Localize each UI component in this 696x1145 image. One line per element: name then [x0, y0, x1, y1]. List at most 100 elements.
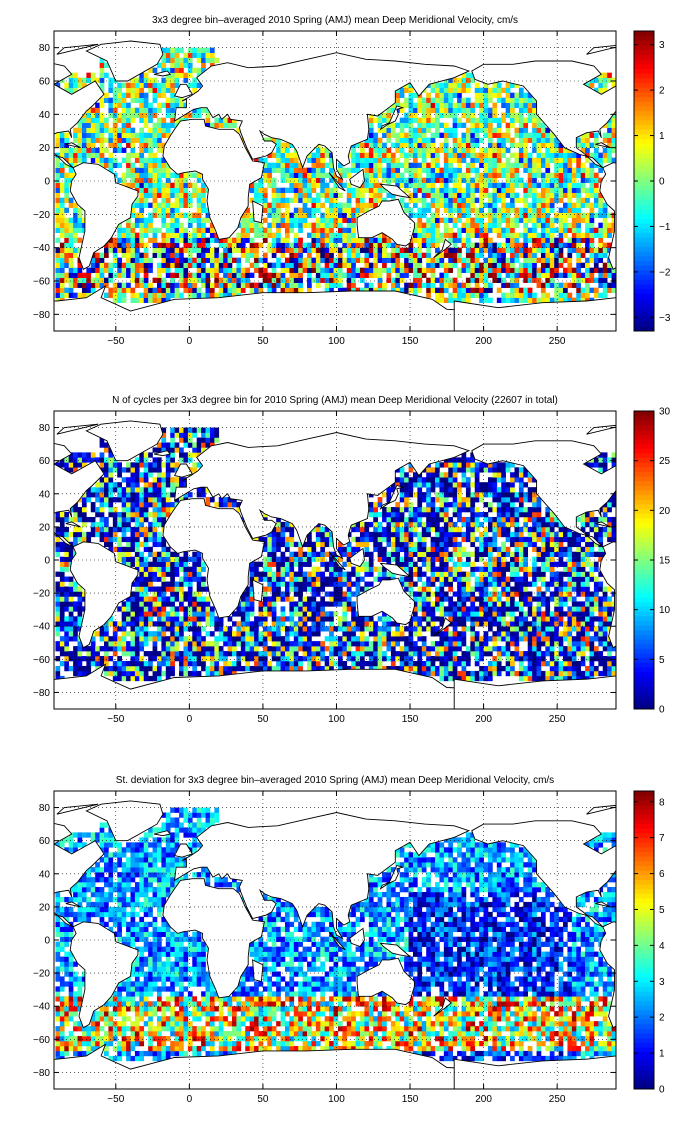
heatmap-cell: [188, 258, 193, 263]
heatmap-cell: [82, 273, 87, 278]
heatmap-cell: [267, 163, 272, 168]
heatmap-cell: [192, 283, 197, 288]
heatmap-cell: [201, 48, 206, 53]
heatmap-cell: [153, 591, 158, 596]
heatmap-cell: [219, 278, 224, 283]
heatmap-cell: [91, 492, 96, 497]
heatmap-cell: [73, 78, 78, 83]
heatmap-cell: [117, 88, 122, 93]
heatmap-cell: [166, 263, 171, 268]
heatmap-cell: [563, 223, 568, 228]
heatmap-cell: [144, 268, 149, 273]
heatmap-cell: [131, 671, 136, 676]
heatmap-cell: [144, 173, 149, 178]
heatmap-cell: [259, 641, 264, 646]
heatmap-cell: [259, 288, 264, 293]
heatmap-cell: [201, 188, 206, 193]
heatmap-cell: [139, 532, 144, 537]
heatmap-cell: [281, 283, 286, 288]
heatmap-cell: [170, 606, 175, 611]
heatmap-cell: [236, 651, 241, 656]
heatmap-cell: [153, 138, 158, 143]
heatmap-cell: [73, 586, 78, 591]
heatmap-cell: [426, 153, 431, 158]
heatmap-cell: [289, 158, 294, 163]
heatmap-cell: [448, 268, 453, 273]
heatmap-cell: [320, 228, 325, 233]
heatmap-cell: [139, 238, 144, 243]
heatmap-cell: [506, 108, 511, 113]
heatmap-cell: [183, 596, 188, 601]
heatmap-cell: [391, 243, 396, 248]
heatmap-cell: [523, 168, 528, 173]
heatmap-cell: [113, 98, 118, 103]
heatmap-cell: [395, 138, 400, 143]
heatmap-cell: [320, 203, 325, 208]
heatmap-cell: [197, 198, 202, 203]
heatmap-cell: [131, 611, 136, 616]
heatmap-cell: [113, 646, 118, 651]
heatmap-cell: [364, 178, 369, 183]
heatmap-cell: [572, 158, 577, 163]
heatmap-cell: [409, 248, 414, 253]
heatmap-cell: [311, 158, 316, 163]
heatmap-cell: [148, 656, 153, 661]
heatmap-cell: [523, 298, 528, 303]
heatmap-cell: [567, 193, 572, 198]
heatmap-cell: [161, 482, 166, 487]
colorbar-segment: [634, 59, 654, 64]
heatmap-cell: [373, 143, 378, 148]
heatmap-cell: [259, 601, 264, 606]
heatmap-cell: [457, 288, 462, 293]
heatmap-cell: [484, 93, 489, 98]
heatmap-cell: [444, 198, 449, 203]
heatmap-cell: [104, 527, 109, 532]
heatmap-cell: [179, 58, 184, 63]
heatmap-cell: [439, 198, 444, 203]
heatmap-cell: [426, 93, 431, 98]
heatmap-cell: [453, 238, 458, 243]
heatmap-cell: [413, 263, 418, 268]
heatmap-cell: [166, 193, 171, 198]
heatmap-cell: [122, 148, 127, 153]
heatmap-cell: [400, 173, 405, 178]
plot-area: [0, 411, 696, 709]
heatmap-cell: [157, 213, 162, 218]
heatmap-cell: [166, 228, 171, 233]
heatmap-cell: [232, 248, 237, 253]
heatmap-cell: [263, 203, 268, 208]
heatmap-cell: [113, 88, 118, 93]
heatmap-cell: [122, 497, 127, 502]
heatmap-cell: [82, 123, 87, 128]
heatmap-cell: [161, 173, 166, 178]
heatmap-cell: [153, 238, 158, 243]
heatmap-cell: [541, 238, 546, 243]
heatmap-cell: [131, 298, 136, 303]
heatmap-cell: [329, 248, 334, 253]
heatmap-cell: [148, 532, 153, 537]
heatmap-cell: [153, 532, 158, 537]
heatmap-cell: [545, 213, 550, 218]
heatmap-cell: [307, 223, 312, 228]
heatmap-cell: [378, 143, 383, 148]
heatmap-cell: [157, 676, 162, 681]
heatmap-cell: [462, 223, 467, 228]
heatmap-cell: [183, 188, 188, 193]
heatmap-cell: [594, 213, 599, 218]
heatmap-cell: [197, 293, 202, 298]
heatmap-cell: [245, 621, 250, 626]
heatmap-cell: [453, 168, 458, 173]
heatmap-cell: [100, 482, 105, 487]
heatmap-cell: [135, 512, 140, 517]
heatmap-cell: [100, 631, 105, 636]
heatmap-cell: [470, 258, 475, 263]
heatmap-cell: [347, 198, 352, 203]
heatmap-cell: [532, 223, 537, 228]
heatmap-cell: [444, 228, 449, 233]
heatmap-cell: [532, 133, 537, 138]
heatmap-cell: [470, 233, 475, 238]
heatmap-cell: [236, 243, 241, 248]
heatmap-cell: [175, 442, 180, 447]
heatmap-cell: [506, 213, 511, 218]
heatmap-cell: [307, 278, 312, 283]
